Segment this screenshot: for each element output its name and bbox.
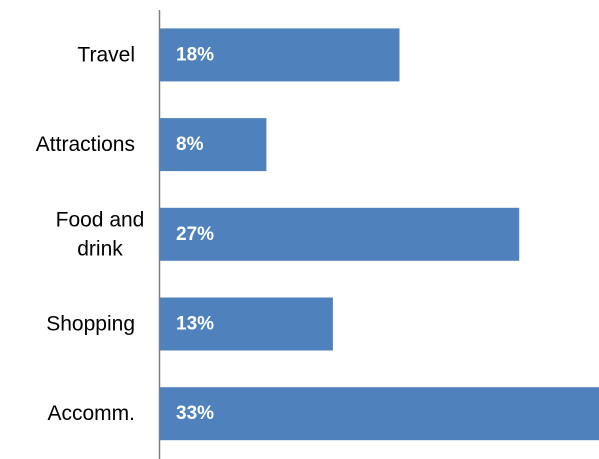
bar-value-label-3: 13% xyxy=(176,313,214,334)
value-labels-layer: 18% 8% 27% 13% 33% xyxy=(176,44,214,424)
category-label-3: Shopping xyxy=(46,313,135,336)
bar-value-label-2: 27% xyxy=(176,224,214,245)
bar-0 xyxy=(160,28,400,82)
category-label-2: Food and drink xyxy=(56,208,145,260)
category-label-4: Accomm. xyxy=(47,402,135,425)
bar-value-label-0: 18% xyxy=(176,44,214,65)
bar-2 xyxy=(160,207,520,261)
bar-3 xyxy=(160,297,333,351)
category-label-1: Attractions xyxy=(36,133,135,156)
category-label-0: Travel xyxy=(77,43,135,66)
bar-4 xyxy=(160,387,599,441)
category-labels-layer: Travel Attractions Food and drink Shopping Ac… xyxy=(36,43,145,425)
bar-value-label-4: 33% xyxy=(176,403,214,424)
bar-1 xyxy=(160,118,267,172)
bars-layer xyxy=(160,28,599,441)
bar-value-label-1: 8% xyxy=(176,134,204,155)
